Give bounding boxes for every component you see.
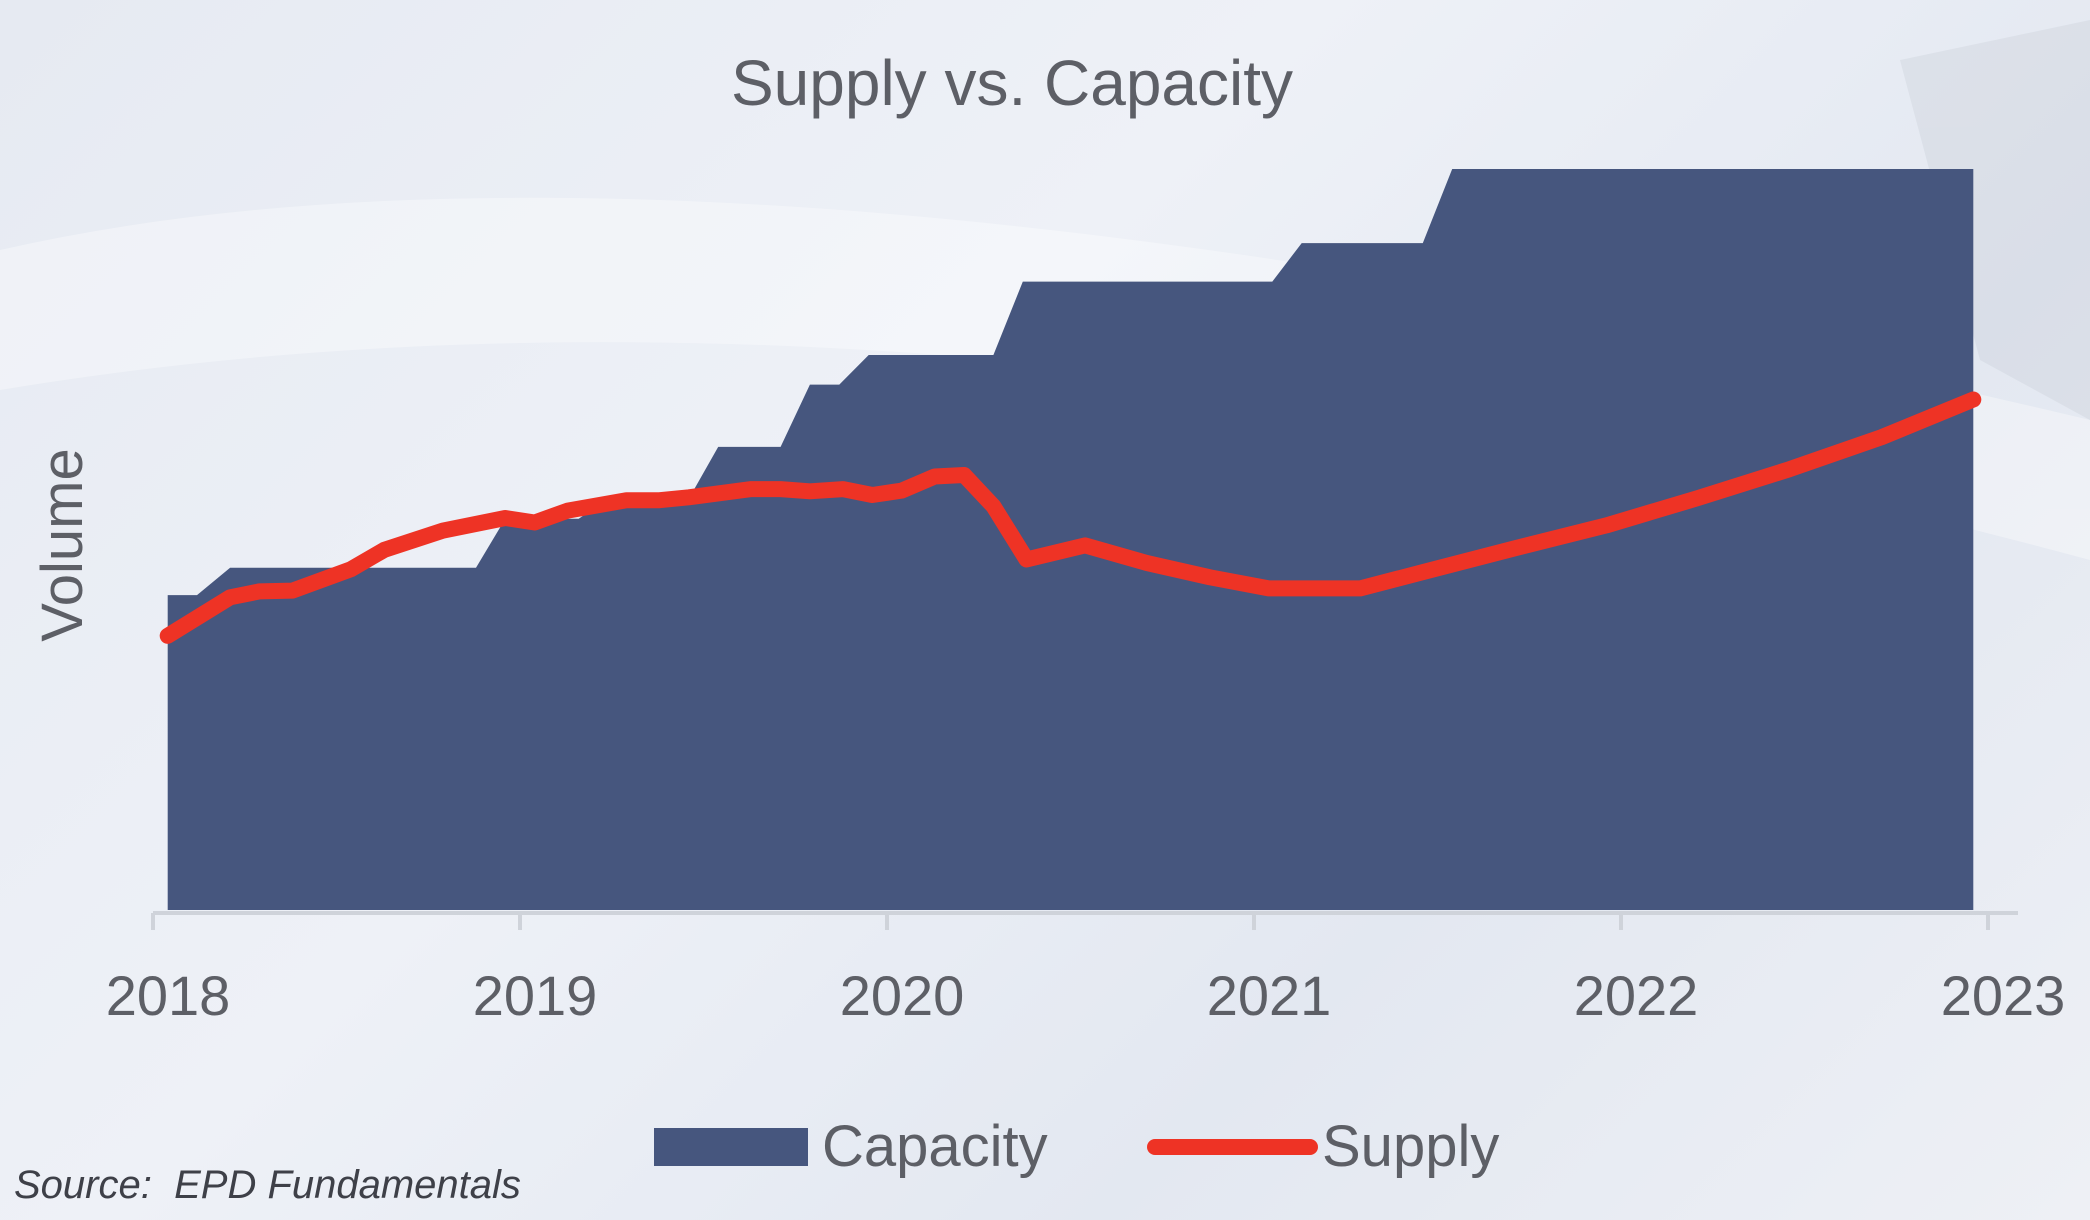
- background-decoration: [0, 20, 2090, 560]
- legend-swatch-capacity: [654, 1128, 808, 1166]
- bg-dark-corner: [1900, 20, 2090, 420]
- x-tick-label: 2019: [473, 964, 598, 1027]
- x-tick-label: 2021: [1207, 964, 1332, 1027]
- chart-title: Supply vs. Capacity: [731, 47, 1293, 119]
- x-tick-label: 2018: [106, 964, 231, 1027]
- x-axis: 2018 2019 2020 2021 2022 2023: [106, 911, 2066, 1027]
- supply-line: [159, 391, 1982, 644]
- legend-label-capacity: Capacity: [822, 1114, 1048, 1179]
- y-axis-label: Volume: [30, 448, 95, 641]
- legend-label-supply: Supply: [1322, 1114, 1499, 1179]
- x-tick-label: 2020: [840, 964, 965, 1027]
- x-tick-label: 2023: [1941, 964, 2066, 1027]
- legend: Capacity Supply: [654, 1114, 1499, 1179]
- source-note: Source: EPD Fundamentals: [14, 1163, 521, 1207]
- x-tick-label: 2022: [1574, 964, 1699, 1027]
- bg-light-band: [0, 197, 2090, 560]
- capacity-area: [167, 169, 1974, 910]
